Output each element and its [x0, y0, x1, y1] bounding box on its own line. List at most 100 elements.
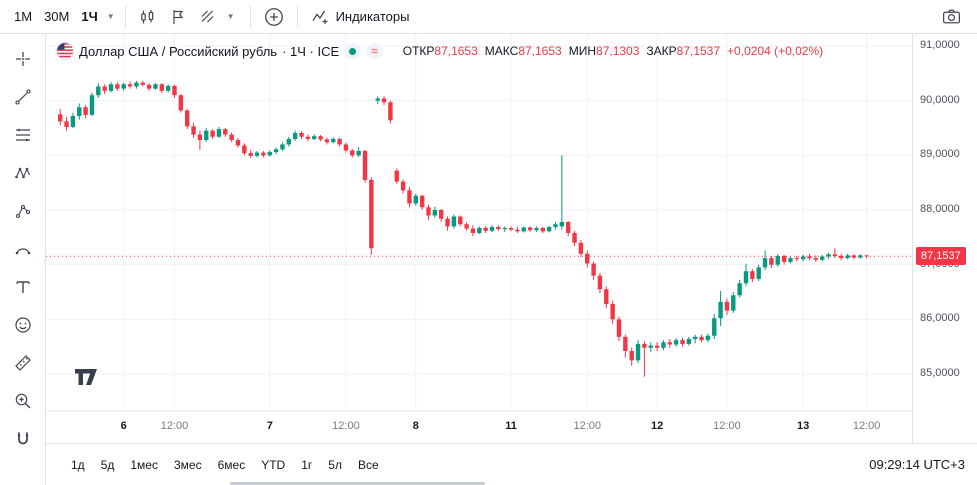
candle-body: [680, 340, 685, 344]
candle-body: [305, 136, 311, 139]
compare-flag-button[interactable]: [163, 4, 193, 30]
text-icon: [15, 280, 30, 293]
horizontal-scrollbar-thumb[interactable]: [230, 482, 485, 485]
candle-body: [223, 129, 228, 135]
candle-body: [610, 304, 615, 320]
range-button-YTD[interactable]: YTD: [254, 454, 292, 476]
candle-body: [470, 228, 476, 233]
market-status-chip[interactable]: [344, 43, 362, 59]
candle-body: [89, 95, 95, 115]
time-axis-label: 13: [797, 420, 809, 432]
high-label: МАКС: [484, 44, 519, 58]
chart-style-candles-button[interactable]: [133, 4, 163, 30]
add-symbol-button[interactable]: [258, 3, 290, 31]
candle-body: [248, 153, 253, 156]
trend-line-icon: [14, 88, 31, 105]
candle-body: [165, 85, 171, 91]
plus-circle-icon: [264, 7, 283, 26]
interval-button-30M[interactable]: 30M: [38, 5, 75, 28]
candle-body: [159, 84, 164, 91]
chart-pattern-button[interactable]: ▼: [193, 4, 243, 30]
candle-body: [197, 134, 203, 141]
candle-body: [312, 136, 317, 139]
interval-switcher: 1M 30M 1Ч: [8, 5, 104, 28]
candle-body: [718, 301, 723, 319]
fib-retracement-tool-button[interactable]: [6, 118, 40, 151]
candle-body: [191, 126, 196, 135]
range-button-5д[interactable]: 5д: [94, 454, 122, 476]
text-tool-button[interactable]: [6, 270, 40, 303]
forecast-tool-button[interactable]: [6, 194, 40, 227]
interval-button-1M[interactable]: 1M: [8, 5, 38, 28]
candle-body: [661, 342, 666, 348]
range-button-3мес[interactable]: 3мес: [167, 454, 209, 476]
crosshair-tool-button[interactable]: [6, 42, 40, 75]
range-button-1г[interactable]: 1г: [294, 454, 319, 476]
candle-body: [458, 216, 463, 225]
bottom-toolbar: 1д 5д 1мес 3мес 6мес YTD 1г 5л Все 09:29:14 UTC+…: [46, 443, 977, 485]
high-value: 87,1653: [518, 44, 562, 58]
candle-body: [432, 210, 438, 216]
candle-body: [826, 254, 831, 257]
candle-body: [273, 149, 279, 153]
candle-body: [591, 263, 596, 276]
candle-body: [851, 255, 857, 258]
fib-lines-icon: [15, 128, 30, 141]
top-toolbar: 1M 30M 1Ч ▼ ▼ Индикаторы: [0, 0, 977, 34]
time-axis-label: 12:00: [332, 420, 360, 432]
candle-body: [318, 136, 323, 140]
indicators-button[interactable]: Индикаторы: [305, 4, 415, 30]
range-button-Все[interactable]: Все: [351, 454, 386, 476]
arc-tool-button[interactable]: [6, 232, 40, 265]
candle-body: [794, 258, 799, 260]
symbol-legend: Доллар США / Российский рубль · 1Ч · ICE…: [56, 42, 823, 60]
candle-body: [280, 144, 285, 150]
candle-body: [686, 339, 692, 344]
candle-body: [102, 86, 107, 91]
interval-dropdown-caret[interactable]: ▼: [106, 12, 115, 21]
symbol-meta: · 1Ч · ICE: [282, 43, 340, 59]
candle-body: [292, 132, 298, 139]
low-value: 87,1303: [596, 44, 640, 58]
measure-tool-button[interactable]: [6, 346, 40, 379]
candle-body: [356, 150, 361, 156]
candle-body: [724, 301, 730, 311]
candle-body: [750, 271, 755, 279]
candle-body: [483, 228, 488, 231]
tradingview-watermark-logo: [74, 368, 98, 391]
snapshot-button[interactable]: [936, 3, 967, 30]
delayed-data-chip[interactable]: ≈: [366, 43, 383, 59]
range-button-1мес[interactable]: 1мес: [123, 454, 165, 476]
candle-body: [64, 121, 69, 127]
open-value: 87,1653: [434, 44, 478, 58]
candle-body: [813, 258, 819, 260]
candle-body: [381, 98, 387, 103]
time-axis-label: 12:00: [161, 420, 189, 432]
approx-icon: ≈: [371, 44, 378, 58]
candle-body: [508, 228, 514, 230]
trend-line-tool-button[interactable]: [6, 80, 40, 113]
candle-body: [712, 318, 717, 336]
symbol-title[interactable]: Доллар США / Российский рубль: [79, 43, 278, 59]
time-axis-label: 12: [651, 420, 663, 432]
xabcd-pattern-tool-button[interactable]: [6, 156, 40, 189]
candle-body: [375, 98, 380, 101]
time-axis-label: 6: [121, 420, 127, 432]
magnet-tool-button[interactable]: [6, 422, 40, 455]
emoji-tool-button[interactable]: [6, 308, 40, 341]
candle-body: [343, 144, 349, 151]
candlestick-chart[interactable]: 6 12:00 7 12:00 8 11 12:00 12 12:00 13 12:00: [46, 34, 912, 443]
indicators-icon: [312, 10, 328, 24]
candle-body: [489, 226, 495, 231]
clock[interactable]: 09:29:14 UTC+3: [869, 457, 965, 472]
price-axis[interactable]: 87,1537 91,000090,000089,000088,000087,0…: [912, 34, 977, 443]
range-button-6мес[interactable]: 6мес: [211, 454, 253, 476]
range-button-1д[interactable]: 1д: [64, 454, 92, 476]
indicators-label: Индикаторы: [335, 9, 410, 24]
time-axis[interactable]: 6 12:00 7 12:00 8 11 12:00 12 12:00 13 12:00: [46, 410, 912, 432]
zoom-in-tool-button[interactable]: [6, 384, 40, 417]
candle-body: [623, 336, 628, 352]
range-button-5л[interactable]: 5л: [321, 454, 349, 476]
interval-button-1Ч[interactable]: 1Ч: [75, 5, 103, 28]
grid-layer: [46, 34, 912, 411]
